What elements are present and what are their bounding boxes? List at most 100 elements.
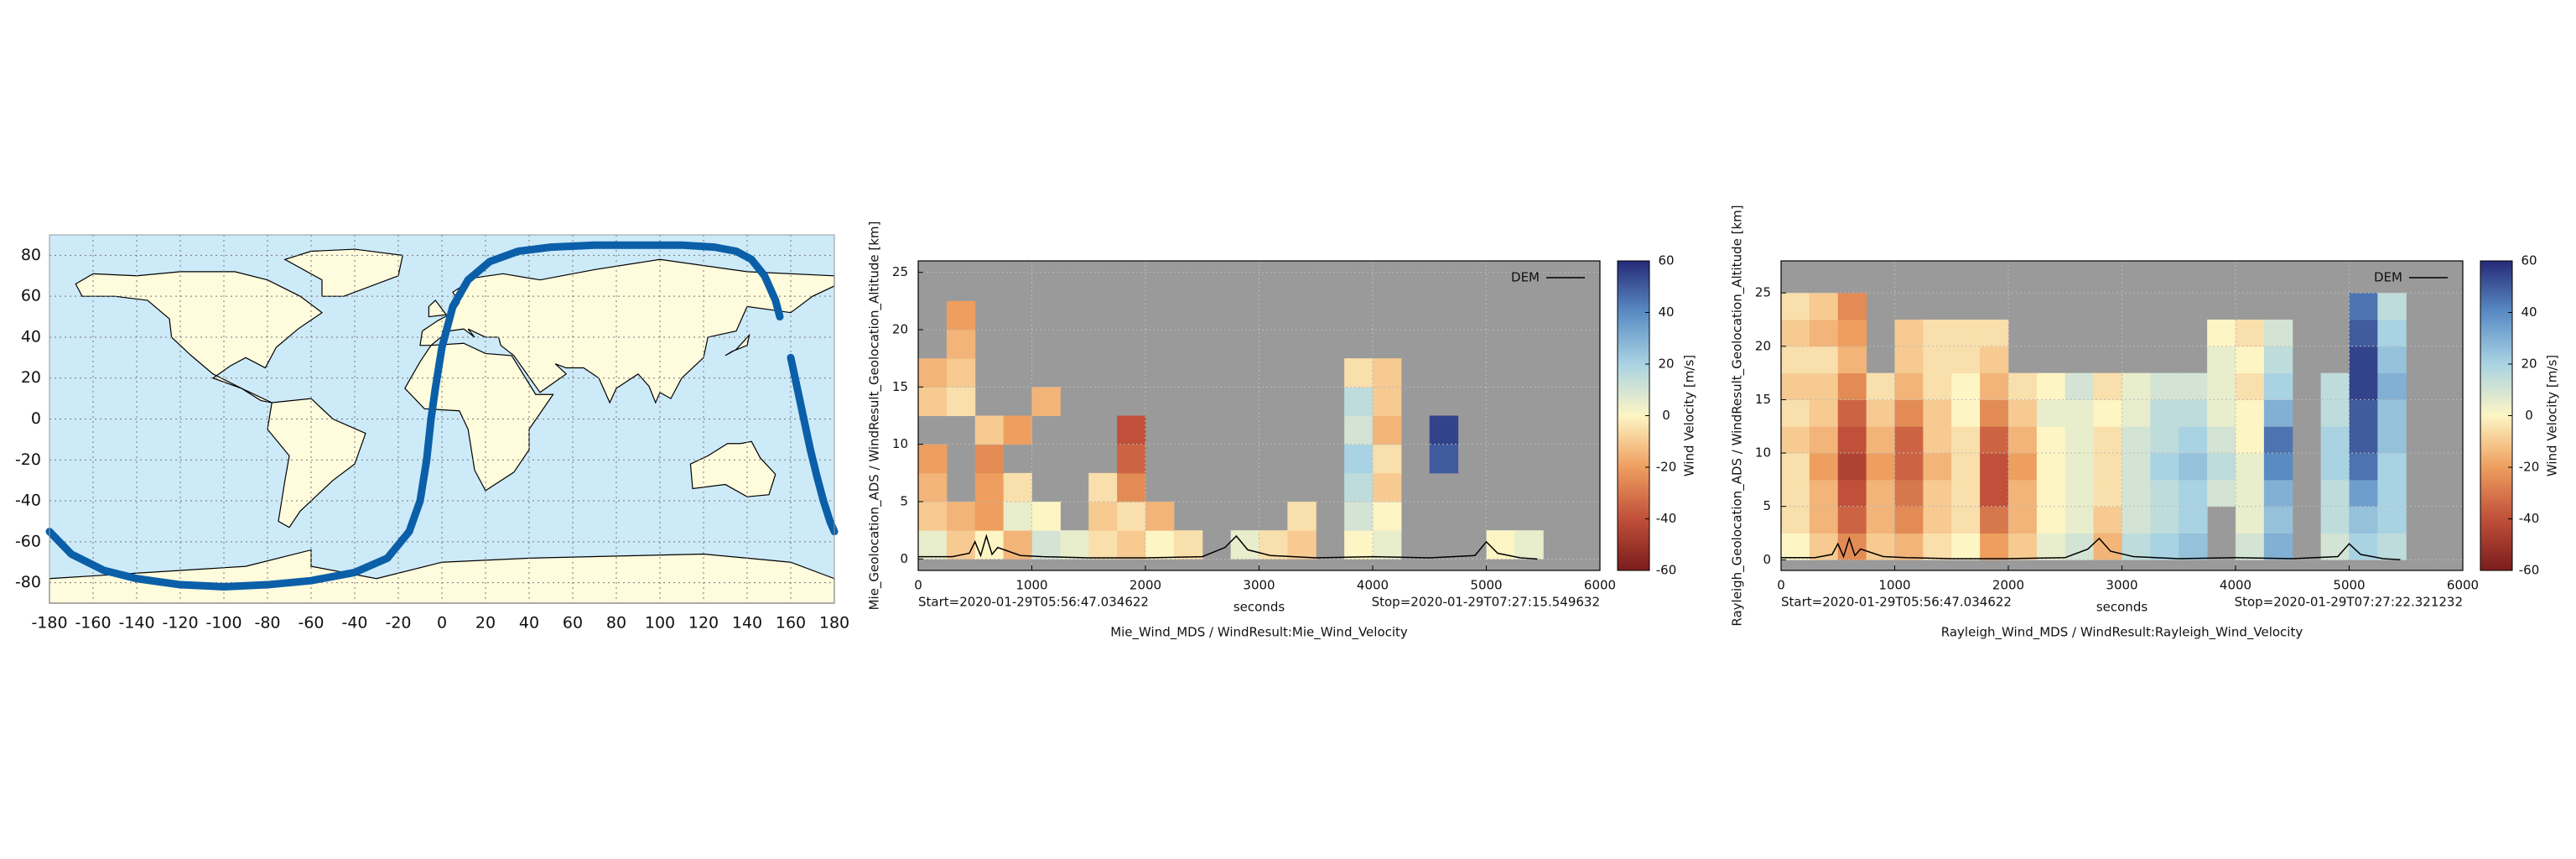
heat-cell xyxy=(2008,453,2038,481)
x-tick-label: -100 xyxy=(205,614,242,633)
heat-cell xyxy=(1923,346,1952,374)
x-tick-label: 6000 xyxy=(2447,578,2479,593)
heat-cell xyxy=(2093,453,2122,481)
heat-cell xyxy=(1923,426,1952,454)
x-tick-label: -40 xyxy=(341,614,367,633)
heat-cell xyxy=(918,530,948,560)
heat-cell xyxy=(2008,399,2038,427)
heat-cell xyxy=(1923,372,1952,400)
x-tick-label: -180 xyxy=(31,614,67,633)
chart-title: Rayleigh_Wind_MDS / WindResult:Rayleigh_… xyxy=(1941,625,2303,641)
x-tick-label: 0 xyxy=(437,614,447,633)
y-tick-label: 0 xyxy=(900,551,908,566)
heat-cell xyxy=(2377,346,2407,374)
heat-cell xyxy=(2179,399,2208,427)
heat-cell xyxy=(1923,506,1952,534)
colorbar-tick-label: -40 xyxy=(2519,511,2540,526)
x-tick-label: 180 xyxy=(819,614,849,633)
heat-cell xyxy=(1923,453,1952,481)
heat-cell xyxy=(1117,530,1146,560)
heat-cell xyxy=(2263,346,2293,374)
heat-cell xyxy=(1429,444,1459,474)
x-tick-label: 160 xyxy=(776,614,806,633)
heat-cell xyxy=(1980,533,2009,560)
heat-cell xyxy=(2064,479,2095,508)
colorbar-tick-label: 40 xyxy=(2521,305,2537,320)
heat-cell xyxy=(1951,319,1981,347)
heat-cell xyxy=(1894,399,1924,427)
heat-cell xyxy=(1980,426,2009,454)
y-tick-label: 20 xyxy=(21,368,41,387)
heat-cell xyxy=(2236,533,2265,560)
heat-cell xyxy=(946,502,976,531)
heat-cell xyxy=(2236,372,2265,400)
colorbar-tick-label: 40 xyxy=(1658,305,1674,320)
land xyxy=(689,440,776,497)
heat-cell xyxy=(1003,415,1032,445)
heat-cell xyxy=(1980,453,2009,481)
heat-cell xyxy=(946,330,976,359)
heat-cell xyxy=(2064,506,2095,534)
land xyxy=(267,398,366,528)
heat-cell xyxy=(1894,319,1924,347)
heat-cell xyxy=(2236,479,2265,508)
heat-cell xyxy=(1809,293,1839,320)
heat-cell xyxy=(2179,372,2208,400)
colorbar-tick-label: 60 xyxy=(2521,253,2537,268)
heat-cell xyxy=(2236,426,2265,454)
heat-cell xyxy=(1980,399,2009,427)
start-label: Start=2020-01-29T05:56:47.034622 xyxy=(1781,595,2012,610)
heat-cell xyxy=(2093,479,2122,508)
heat-cell xyxy=(1145,530,1175,560)
heat-cell xyxy=(1837,372,1867,400)
x-tick-label: -80 xyxy=(254,614,280,633)
heat-cell xyxy=(2207,453,2236,481)
heat-cell xyxy=(2263,399,2293,427)
heat-cell xyxy=(2093,426,2122,454)
heat-cell xyxy=(2179,479,2208,508)
heat-cell xyxy=(2150,372,2179,400)
x-tick-label: -20 xyxy=(385,614,411,633)
heat-cell xyxy=(1373,502,1402,531)
heat-cell xyxy=(2036,372,2066,400)
heat-cell xyxy=(1514,530,1544,560)
heat-cell xyxy=(918,444,948,474)
heat-cell xyxy=(1837,346,1867,374)
heat-cell xyxy=(2236,399,2265,427)
heat-cell xyxy=(2207,319,2236,347)
x-tick-label: 1000 xyxy=(1878,578,1910,593)
heat-cell xyxy=(2377,453,2407,481)
heat-cell xyxy=(2036,426,2066,454)
heat-cell xyxy=(1951,399,1981,427)
colorbar-label: Wind Velocity [m/s] xyxy=(1682,355,1697,476)
heat-cell xyxy=(2207,372,2236,400)
heat-cell xyxy=(2320,479,2350,508)
heat-cell xyxy=(1923,319,1952,347)
land xyxy=(404,342,554,492)
land xyxy=(75,271,324,403)
orbit-track xyxy=(45,241,839,591)
x-tick-label: 0 xyxy=(914,578,922,593)
heat-cell xyxy=(2349,533,2378,560)
heat-cell xyxy=(1003,502,1032,531)
x-tick-label: -140 xyxy=(118,614,154,633)
heat-cell xyxy=(2093,372,2122,400)
colorbar-tick-label: -20 xyxy=(1656,460,1677,475)
heat-cell xyxy=(1923,399,1952,427)
heat-cell xyxy=(2263,319,2293,347)
heat-cell xyxy=(1781,533,1810,560)
heat-cell xyxy=(2179,506,2208,534)
y-tick-label: 20 xyxy=(892,322,908,337)
y-tick-label: 5 xyxy=(1763,498,1771,513)
heat-cell xyxy=(918,502,948,531)
x-tick-label: 120 xyxy=(688,614,719,633)
heat-cell xyxy=(1373,444,1402,474)
heat-cell xyxy=(1923,533,1952,560)
colorbar-tick-label: 0 xyxy=(2525,408,2533,423)
heat-cell xyxy=(1837,506,1867,534)
heat-cell xyxy=(1486,530,1515,560)
heat-cell xyxy=(1809,453,1839,481)
heat-cell xyxy=(1894,533,1924,560)
heat-cell xyxy=(1866,479,1895,508)
